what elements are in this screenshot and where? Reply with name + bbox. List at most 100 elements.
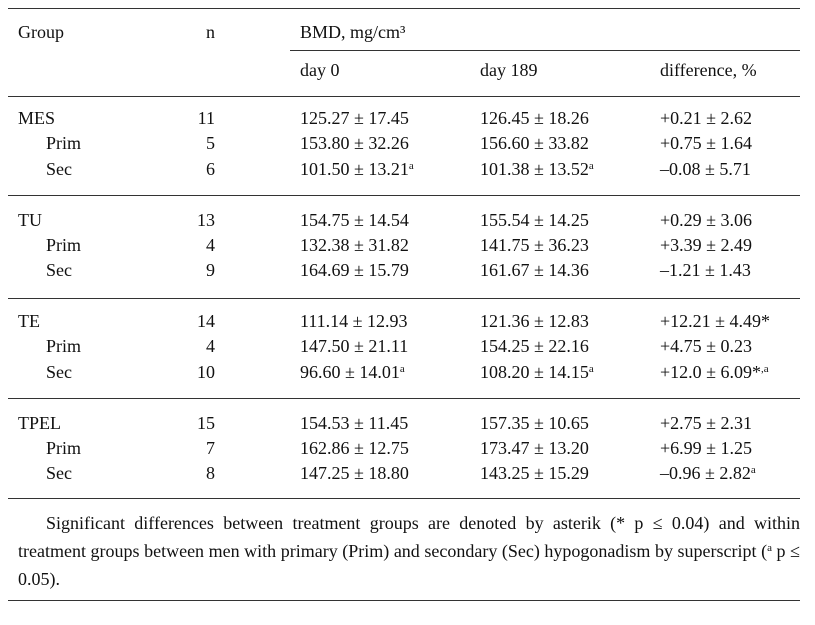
n-cell: 9 [206,260,215,281]
rule [8,96,800,97]
value-text: 154.25 ± 22.16 [480,336,589,357]
value-text: 147.25 ± 18.80 [300,463,409,484]
footnote: Significant differences between treatmen… [18,509,800,593]
n-cell: 11 [197,108,215,128]
value-cell: 147.50 ± 21.11 [300,334,408,358]
value-text: +0.75 ± 1.64 [660,133,753,154]
value-text: –0.96 ± 2.82 [660,463,751,484]
value-text: +12.0 ± 6.09* [660,361,762,382]
value-text: 141.75 ± 36.23 [480,234,589,255]
value-text: 162.86 ± 12.75 [300,437,409,458]
n-cell: 10 [197,361,215,382]
value-cell: 121.36 ± 12.83 [480,309,589,333]
value-text: 154.75 ± 14.54 [300,209,409,230]
value-cell: 101.50 ± 13.21a [300,157,414,181]
header-cell: day 189 [480,60,538,80]
footnote-text: p ≤ 0.05). [18,541,800,589]
value-text: +3.39 ± 2.49 [660,234,753,255]
value-cell: 96.60 ± 14.01a [300,360,405,384]
value-sup: a [408,159,414,172]
value-cell: 101.38 ± 13.52a [480,157,594,181]
value-cell: +0.75 ± 1.64 [660,131,752,155]
rule [290,50,800,51]
value-text: +4.75 ± 0.23 [660,336,753,357]
n-cell: 15 [197,412,215,433]
group-label: TE [18,311,40,331]
value-text: 147.50 ± 21.11 [300,336,409,357]
n-cell: 5 [206,133,215,154]
value-cell: 153.80 ± 32.26 [300,131,409,155]
value-cell: +12.21 ± 4.49* [660,309,770,333]
value-text: +0.21 ± 2.62 [660,108,753,128]
group-label: Sec [46,463,72,484]
group-label: MES [18,108,56,128]
rule [8,8,800,9]
value-text: +12.21 ± 4.49* [660,311,771,331]
rule [8,600,800,601]
rule [8,195,800,196]
value-sup: ,a [761,362,769,375]
n-cell: 4 [206,234,215,255]
header-cell: n [206,22,215,42]
group-label: Prim [46,437,82,458]
value-text: 96.60 ± 14.01 [300,361,400,382]
value-text: 155.54 ± 14.25 [480,209,589,230]
header-cell: difference, % [660,60,757,80]
value-text: 101.50 ± 13.21 [300,158,409,179]
value-text: +2.75 ± 2.31 [660,412,753,433]
group-label: Sec [46,260,72,281]
value-text: 111.14 ± 12.93 [300,311,408,331]
n-cell: 8 [206,463,215,484]
value-cell: 173.47 ± 13.20 [480,436,589,460]
value-text: 153.80 ± 32.26 [300,133,409,154]
value-text: +6.99 ± 1.25 [660,437,753,458]
n-cell: 13 [197,209,215,230]
value-cell: 108.20 ± 14.15a [480,360,594,384]
value-cell: 143.25 ± 15.29 [480,461,589,485]
value-text: 108.20 ± 14.15 [480,361,589,382]
n-cell: 14 [197,311,215,331]
value-cell: 154.53 ± 11.45 [300,411,408,435]
footnote-sup: a [767,542,772,554]
value-text: 125.27 ± 17.45 [300,108,409,128]
group-label: Sec [46,158,72,179]
value-cell: +0.21 ± 2.62 [660,106,752,130]
group-label: Sec [46,361,72,382]
group-label: Prim [46,234,82,255]
value-sup: a [750,464,756,477]
value-cell: 161.67 ± 14.36 [480,258,589,282]
n-cell: 7 [206,437,215,458]
header-cell: day 0 [300,60,340,80]
value-cell: 126.45 ± 18.26 [480,106,589,130]
group-label: Prim [46,133,82,154]
value-cell: +2.75 ± 2.31 [660,411,752,435]
value-cell: 164.69 ± 15.79 [300,258,409,282]
value-text: 161.67 ± 14.36 [480,260,589,281]
value-text: 157.35 ± 10.65 [480,412,589,433]
header-cell: Group [18,22,64,42]
value-text: 164.69 ± 15.79 [300,260,409,281]
value-cell: 132.38 ± 31.82 [300,233,409,257]
value-cell: 157.35 ± 10.65 [480,411,589,435]
value-cell: –0.96 ± 2.82a [660,461,756,485]
value-cell: 154.75 ± 14.54 [300,208,409,232]
value-cell: +0.29 ± 3.06 [660,208,752,232]
value-cell: 162.86 ± 12.75 [300,436,409,460]
value-cell: 111.14 ± 12.93 [300,309,408,333]
rule [8,398,800,399]
value-cell: +6.99 ± 1.25 [660,436,752,460]
rule [8,298,800,299]
value-text: 101.38 ± 13.52 [480,158,589,179]
value-cell: +4.75 ± 0.23 [660,334,752,358]
value-text: 121.36 ± 12.83 [480,311,589,331]
n-cell: 4 [206,336,215,357]
value-text: 154.53 ± 11.45 [300,412,409,433]
value-text: 173.47 ± 13.20 [480,437,589,458]
value-cell: 147.25 ± 18.80 [300,461,409,485]
value-text: –0.08 ± 5.71 [660,158,751,179]
value-sup: a [399,362,405,375]
footnote-text: Significant differences between treatmen… [18,513,800,561]
value-text: 143.25 ± 15.29 [480,463,589,484]
group-label: TU [18,209,42,230]
